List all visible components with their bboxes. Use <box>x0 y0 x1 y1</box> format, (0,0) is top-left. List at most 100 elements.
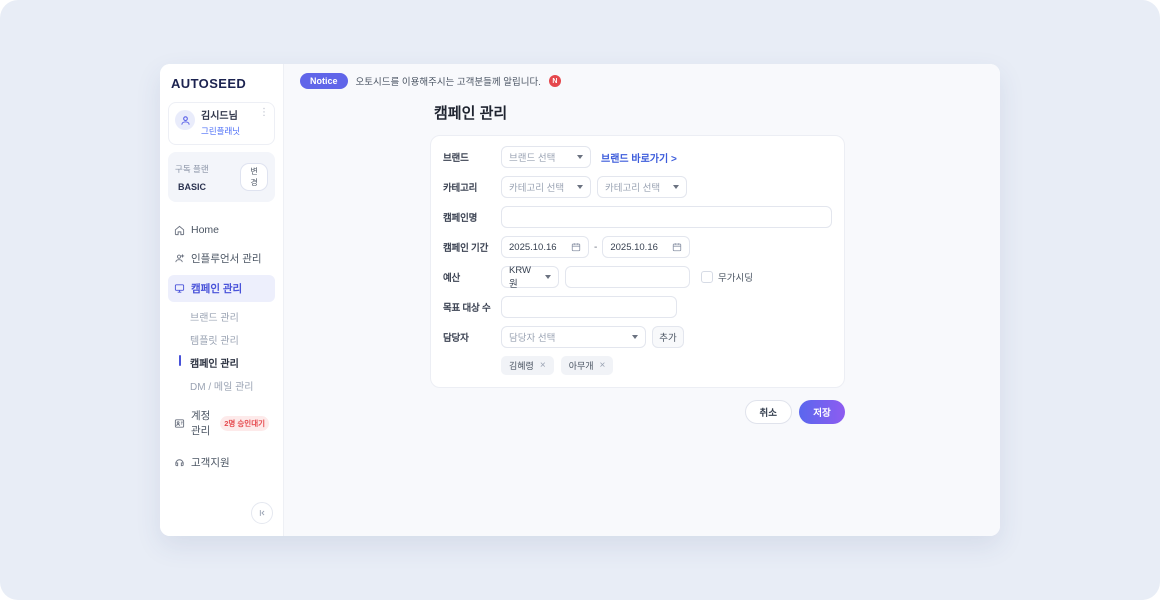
submenu-label: 템플릿 관리 <box>190 336 239 347</box>
sidebar-item-label: 고객지원 <box>191 457 230 469</box>
free-seeding-checkbox[interactable] <box>701 271 713 283</box>
sidebar-item-influencers[interactable]: 인플루언서 관리 <box>168 245 275 272</box>
brand-select[interactable]: 브랜드 선택 <box>501 146 591 168</box>
field-label: 목표 대상 수 <box>443 303 491 314</box>
brand-shortcut-link[interactable]: 브랜드 바로가기 > <box>601 153 677 165</box>
collapse-left-icon <box>259 510 265 516</box>
end-date-picker[interactable]: 2025.10.16 <box>602 236 691 258</box>
subscription-plan-box: 구독 플랜 BASIC 변경 <box>168 152 275 202</box>
budget-input[interactable] <box>565 266 690 288</box>
field-label: 브랜드 <box>443 153 469 164</box>
sidebar-item-label: 캠페인 관리 <box>191 283 243 295</box>
app-window: AUTOSEED 김시드님 그린플래닛 ⋮ 구독 플랜 BASIC <box>160 64 1000 536</box>
campaign-name-input[interactable] <box>501 206 832 228</box>
chevron-down-icon <box>632 335 638 339</box>
currency-select[interactable]: KRW 원 <box>501 264 559 290</box>
manager-select[interactable]: 담당자 선택 <box>501 326 646 348</box>
user-org: 그린플래닛 <box>201 126 241 136</box>
campaign-form-section: 캠페인 관리 브랜드 브랜드 선택 브랜드 바로가기 > 카테고리 <box>430 102 845 424</box>
new-icon: N <box>548 75 561 87</box>
notice-text: 오토시드를 이용해주시는 고객분들께 알립니다. <box>355 77 541 88</box>
campaign-form-card: 브랜드 브랜드 선택 브랜드 바로가기 > 카테고리 카테고리 선택 <box>430 135 845 388</box>
manager-chips: 김혜령 × 아무개 × <box>501 356 832 375</box>
sidebar-item-label: 계정관리 <box>191 410 211 437</box>
start-date-picker[interactable]: 2025.10.16 <box>501 236 589 258</box>
field-label: 카테고리 <box>443 183 478 194</box>
select-placeholder: 담당자 선택 <box>509 333 556 344</box>
submenu-label: DM / 메일 관리 <box>190 382 254 393</box>
account-icon <box>174 418 185 428</box>
submenu-item-dm-mail[interactable]: DM / 메일 관리 <box>168 374 275 397</box>
user-card[interactable]: 김시드님 그린플래닛 ⋮ <box>168 102 275 145</box>
save-button[interactable]: 저장 <box>799 400 845 424</box>
form-row-target: 목표 대상 수 <box>443 296 832 318</box>
end-date-value: 2025.10.16 <box>610 241 658 253</box>
sidebar-item-campaigns[interactable]: 캠페인 관리 <box>168 275 275 302</box>
user-name: 김시드님 <box>201 111 238 122</box>
add-manager-button[interactable]: 추가 <box>652 326 684 348</box>
chevron-down-icon <box>577 185 583 189</box>
app-logo: AUTOSEED <box>171 76 247 91</box>
field-label: 담당자 <box>443 333 469 344</box>
sidebar-nav: Home 인플루언서 관리 캠페인 관리 브랜드 관리 <box>168 218 275 476</box>
plan-label: 구독 플랜 <box>175 164 209 174</box>
sidebar-item-support[interactable]: 고객지원 <box>168 449 275 476</box>
sidebar-item-label: 인플루언서 관리 <box>191 253 262 265</box>
home-icon <box>174 225 185 235</box>
sidebar-collapse-button[interactable] <box>251 502 273 524</box>
pending-approval-badge: 2명 승인대기 <box>220 415 269 431</box>
chip-label: 아무개 <box>568 361 594 371</box>
person-icon <box>180 115 190 125</box>
submenu-item-campaigns[interactable]: 캠페인 관리 <box>168 351 275 374</box>
sidebar-item-label: Home <box>191 224 220 236</box>
free-seeding-label: 무가시딩 <box>718 273 753 284</box>
cancel-button[interactable]: 취소 <box>744 400 792 424</box>
active-indicator-bar <box>179 355 181 366</box>
select-placeholder: 카테고리 선택 <box>509 183 565 194</box>
manager-chip: 아무개 × <box>560 356 614 375</box>
select-placeholder: 브랜드 선택 <box>509 153 556 164</box>
sidebar: AUTOSEED 김시드님 그린플래닛 ⋮ 구독 플랜 BASIC <box>160 64 284 536</box>
submenu-item-templates[interactable]: 템플릿 관리 <box>168 328 275 351</box>
chevron-down-icon <box>673 185 679 189</box>
plan-change-button[interactable]: 변경 <box>240 163 268 191</box>
notice-bar: Notice 오토시드를 이용해주시는 고객분들께 알립니다. N <box>300 73 984 89</box>
submenu-item-brands[interactable]: 브랜드 관리 <box>168 305 275 328</box>
chevron-down-icon <box>577 155 583 159</box>
start-date-value: 2025.10.16 <box>509 241 557 253</box>
form-row-category: 카테고리 카테고리 선택 카테고리 선택 <box>443 176 832 198</box>
select-placeholder: 카테고리 선택 <box>605 183 661 194</box>
headset-icon <box>175 459 184 467</box>
chip-label: 김혜령 <box>509 361 534 371</box>
category-select-2[interactable]: 카테고리 선택 <box>597 176 687 198</box>
campaign-icon <box>174 284 185 293</box>
kebab-menu-icon[interactable]: ⋮ <box>259 107 269 118</box>
target-count-input[interactable] <box>501 296 677 318</box>
category-select-1[interactable]: 카테고리 선택 <box>501 176 591 198</box>
sidebar-item-accounts[interactable]: 계정관리 2명 승인대기 <box>168 402 275 444</box>
field-label: 캠페인명 <box>443 213 478 224</box>
main-content: Notice 오토시드를 이용해주시는 고객분들께 알립니다. N 캠페인 관리… <box>284 64 1000 536</box>
close-icon[interactable]: × <box>539 359 546 371</box>
submenu-label: 브랜드 관리 <box>190 313 239 324</box>
form-row-campaign-name: 캠페인명 <box>443 206 832 228</box>
notice-badge[interactable]: Notice <box>300 73 348 89</box>
page-title: 캠페인 관리 <box>434 105 508 122</box>
close-icon[interactable]: × <box>599 359 606 371</box>
form-row-brand: 브랜드 브랜드 선택 브랜드 바로가기 > <box>443 146 832 168</box>
plan-value: BASIC <box>178 182 207 192</box>
submenu-label: 캠페인 관리 <box>190 359 239 370</box>
chevron-down-icon <box>545 275 551 279</box>
person-icon <box>175 253 185 263</box>
form-row-budget: 예산 KRW 원 무가시딩 <box>443 264 832 290</box>
currency-value: KRW 원 <box>509 264 531 290</box>
avatar <box>175 110 195 130</box>
field-label: 예산 <box>443 273 461 284</box>
sidebar-item-home[interactable]: Home <box>168 218 275 242</box>
manager-chip: 김혜령 × <box>501 356 554 375</box>
date-range-separator: - <box>594 241 598 253</box>
field-label: 캠페인 기간 <box>443 243 489 254</box>
form-actions: 취소 저장 <box>430 400 845 424</box>
calendar-icon <box>673 243 682 252</box>
form-row-period: 캠페인 기간 2025.10.16 - 2025.10.16 <box>443 236 832 258</box>
